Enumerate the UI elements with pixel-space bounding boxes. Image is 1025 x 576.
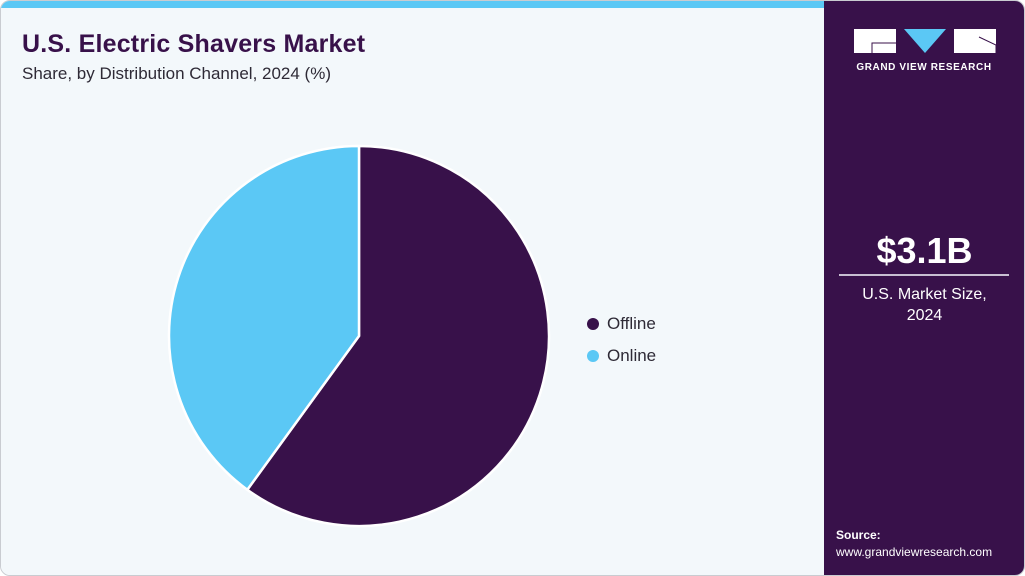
source-link[interactable]: www.grandviewresearch.com <box>836 545 993 559</box>
accent-bar <box>1 1 824 8</box>
legend-label: Offline <box>607 314 656 333</box>
source-note: Source: www.grandviewresearch.com <box>836 527 992 561</box>
market-size-value: $3.1B <box>876 230 973 271</box>
chart-title: U.S. Electric Shavers Market <box>22 30 366 58</box>
logo-text: GRAND VIEW RESEARCH <box>856 62 992 73</box>
grand-view-research-logo-icon <box>854 29 996 53</box>
legend: Offline Online <box>587 308 656 372</box>
legend-dot-online-icon <box>587 350 599 362</box>
divider <box>839 274 1009 276</box>
legend-item-online[interactable]: Online <box>587 340 656 372</box>
sidebar-panel: GRAND VIEW RESEARCH $3.1B U.S. Market Si… <box>824 1 1024 575</box>
source-label: Source: <box>836 528 881 542</box>
pie-slice-online[interactable] <box>167 144 361 492</box>
legend-item-offline[interactable]: Offline <box>587 308 656 340</box>
chart-subtitle: Share, by Distribution Channel, 2024 (%) <box>22 64 331 83</box>
market-size-label: U.S. Market Size, 2024 <box>862 286 987 324</box>
legend-label: Online <box>607 346 657 365</box>
pie-slice-offline[interactable] <box>245 144 551 528</box>
pie-chart <box>167 144 551 528</box>
chart-area: U.S. Electric Shavers Market Share, by D… <box>1 8 824 575</box>
legend-dot-offline-icon <box>587 318 599 330</box>
